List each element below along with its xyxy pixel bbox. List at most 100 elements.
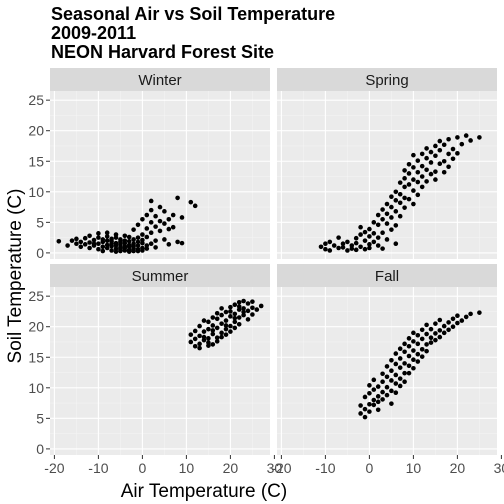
data-point <box>214 316 220 322</box>
data-point <box>96 246 101 252</box>
data-point <box>126 249 132 254</box>
data-point <box>393 223 399 228</box>
data-point <box>437 317 443 323</box>
data-point <box>223 318 229 323</box>
data-point <box>323 246 328 252</box>
data-point <box>424 322 429 328</box>
data-point <box>402 341 407 347</box>
data-point <box>411 348 416 353</box>
data-point <box>232 311 238 317</box>
data-point <box>362 394 368 400</box>
data-point <box>384 392 390 398</box>
data-point <box>393 351 399 356</box>
x-tick-label: -20 <box>44 460 64 476</box>
data-point <box>214 325 220 331</box>
data-point <box>219 334 224 340</box>
data-point <box>91 241 97 247</box>
data-point <box>402 176 407 181</box>
data-point <box>131 248 136 254</box>
data-point <box>327 248 333 253</box>
x-tick-label: -10 <box>88 460 108 476</box>
data-point <box>254 307 260 312</box>
data-point <box>131 243 136 249</box>
data-point <box>223 332 229 337</box>
data-point <box>362 406 368 412</box>
data-point <box>197 333 202 339</box>
data-point <box>87 233 92 239</box>
panel-background <box>277 287 497 455</box>
data-point <box>411 330 416 336</box>
data-point <box>358 244 363 250</box>
y-tick-label: 10 <box>28 184 44 200</box>
data-point <box>402 184 407 190</box>
data-point <box>140 216 145 222</box>
x-tick-label: 0 <box>139 460 147 476</box>
data-point <box>455 320 460 326</box>
data-point <box>375 212 381 218</box>
data-point <box>415 359 421 364</box>
data-point <box>236 304 242 309</box>
data-point <box>122 233 128 239</box>
data-point <box>397 213 403 219</box>
y-axis: 0 5 10 15 20 25 0 5 10 15 20 25 <box>28 92 50 457</box>
data-point <box>135 222 141 228</box>
facet-strip-label: Spring <box>365 72 408 89</box>
data-point <box>371 231 377 236</box>
data-point <box>162 221 167 226</box>
data-point <box>446 164 451 170</box>
data-point <box>371 402 377 408</box>
data-point <box>380 246 385 251</box>
data-point <box>380 216 385 222</box>
data-point <box>424 155 429 161</box>
data-point <box>415 169 421 175</box>
data-point <box>144 226 150 231</box>
data-point <box>433 143 438 149</box>
data-point <box>375 222 381 228</box>
data-point <box>104 238 110 243</box>
data-point <box>179 215 185 220</box>
data-point <box>175 239 180 245</box>
data-point <box>219 306 224 311</box>
data-point <box>144 246 150 251</box>
data-point <box>419 336 425 342</box>
data-point <box>419 347 425 352</box>
data-point <box>135 243 141 248</box>
data-point <box>419 327 425 333</box>
data-point <box>375 399 381 405</box>
data-point <box>393 198 399 203</box>
data-point <box>219 312 224 318</box>
data-point <box>162 237 167 242</box>
data-point <box>358 232 363 237</box>
data-point <box>56 238 62 244</box>
data-point <box>433 337 438 343</box>
data-point <box>380 371 385 377</box>
data-point <box>219 330 224 336</box>
x-tick-label: 30 <box>267 460 283 476</box>
data-point <box>424 179 429 184</box>
data-point <box>250 305 255 311</box>
data-point <box>367 383 372 388</box>
data-point <box>455 151 460 156</box>
data-point <box>192 328 198 334</box>
data-point <box>367 245 372 251</box>
x-tick-label: 20 <box>450 460 466 476</box>
data-point <box>402 195 407 201</box>
facet-panel-spring: Spring <box>277 68 497 259</box>
data-point <box>375 394 381 399</box>
data-point <box>463 314 469 320</box>
y-tick-label: 20 <box>28 319 44 335</box>
data-point <box>223 309 229 315</box>
data-point <box>206 326 211 332</box>
chart-title-line: NEON Harvard Forest Site <box>51 42 274 62</box>
data-point <box>241 298 246 304</box>
data-point <box>214 339 220 344</box>
data-point <box>450 324 456 330</box>
data-point <box>411 365 416 371</box>
y-tick-label: 25 <box>28 92 44 108</box>
data-point <box>148 230 154 236</box>
y-tick-label: 5 <box>36 214 44 230</box>
data-point <box>406 370 412 376</box>
data-point <box>126 238 132 244</box>
data-point <box>411 165 416 170</box>
